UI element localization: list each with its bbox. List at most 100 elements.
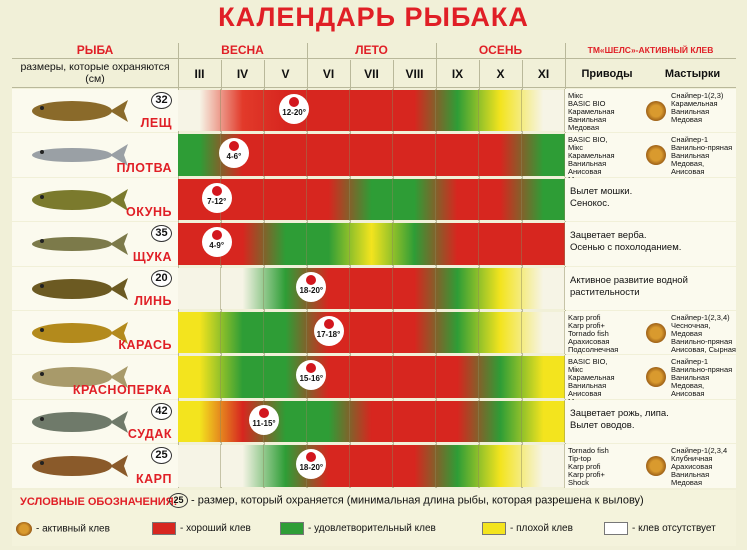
season-summer: ЛЕТО <box>355 43 388 57</box>
fish-notes: BASIC BIO, Мікс Карамельная Ванильная Ан… <box>565 133 736 184</box>
fish-info: 25 КАРП <box>12 444 178 488</box>
bite-intensity-band <box>178 178 565 221</box>
legend-poor: - плохой клев <box>482 522 573 536</box>
medal-icon <box>646 101 666 121</box>
bait-list: Tornado fish Tip-top Karp profi Karp pro… <box>568 446 609 488</box>
month-header-2: IV <box>236 67 249 81</box>
fish-notes: BASIC BIO, Мікс Карамельная Ванильная Ан… <box>565 355 736 406</box>
spawning-temperature-marker: 15-16° <box>296 360 327 391</box>
protected-size-badge: 20 <box>151 269 172 287</box>
legend-size-circle: 25 <box>169 493 188 508</box>
fish-name: СУДАК <box>127 427 172 442</box>
paste-list: Снайпер-1(2,3) Карамельная Ванильная Мед… <box>671 91 724 124</box>
fish-row: 20 ЛИНЬ 18-20° Активное развитие водной рас… <box>12 266 736 310</box>
season-note: Активное развитие водной растительности <box>570 274 688 298</box>
bite-intensity-band <box>178 223 565 265</box>
season-note: Вылет мошки. Сенокос. <box>570 185 633 209</box>
bite-intensity-band <box>178 445 565 487</box>
fish-notes: Karp profi Karp profi+ Tornado fish Арах… <box>565 311 736 362</box>
month-header-1: III <box>194 67 205 81</box>
poster-title: КАЛЕНДАРЬ РЫБАКА <box>218 2 529 32</box>
spawning-temperature-marker: 17-18° <box>313 316 344 346</box>
season-note: Зацветает рожь, липа. Вылет оводов. <box>570 407 669 431</box>
fish-info: 32 ЛЕЩ <box>12 89 178 133</box>
protected-size-badge: 32 <box>151 92 172 109</box>
fish-notes: Вылет мошки. Сенокос. <box>565 177 736 222</box>
fish-name: ЛИНЬ <box>134 293 172 308</box>
month-header-6: VIII <box>405 67 424 81</box>
fish-row: 35 ЩУКА 4-9° Зацветает верба. Осенью с похо… <box>12 222 736 266</box>
legend-active: - активный клев <box>16 522 110 536</box>
fish-info: ОКУНЬ <box>12 177 178 222</box>
bite-intensity-band <box>178 90 565 132</box>
pastes-header: Мастырки <box>664 68 721 80</box>
legend-title: УСЛОВНЫЕ ОБОЗНАЧЕНИЯ: <box>20 496 178 508</box>
month-header-9: XI <box>537 67 550 81</box>
fish-row: 42 СУДАК 11-15° Зацветает рожь, липа. Вылет… <box>12 399 736 444</box>
fish-illustration-icon <box>32 233 128 256</box>
fish-name: ЛЕЩ <box>140 116 172 131</box>
spawning-temperature-marker: 18-20° <box>296 271 327 302</box>
fish-name: КАРАСЬ <box>118 338 172 353</box>
medal-icon <box>16 522 32 536</box>
legend-size-note: 25- размер, который охраняется (минималь… <box>169 493 644 508</box>
month-header-5: VII <box>364 67 379 81</box>
fish-illustration-icon <box>32 366 128 389</box>
fish-illustration-icon <box>32 188 128 211</box>
fish-row: ОКУНЬ 7-12° Вылет мошки. Сенокос. <box>12 177 736 222</box>
medal-icon <box>646 456 666 477</box>
fish-info: 35 ЩУКА <box>12 222 178 266</box>
fish-notes: Мікс BASIC BIO Карамельная Ванильная Мед… <box>565 89 736 133</box>
spawning-temperature-marker: 4-6° <box>218 138 249 169</box>
fish-info: ПЛОТВА <box>12 133 178 177</box>
legend-swatch-white <box>604 522 628 535</box>
fish-illustration-icon <box>32 410 128 433</box>
legend-swatch-yellow <box>482 522 506 535</box>
fish-name: ЩУКА <box>132 249 172 264</box>
spawning-temperature-marker: 11-15° <box>249 404 279 435</box>
legend-none: - клев отсутствует <box>604 522 716 536</box>
fish-row: КАРАСЬ 17-18° Karp profi Karp profi+ Torna… <box>12 311 736 362</box>
fish-info: КАРАСЬ <box>12 311 178 355</box>
fish-illustration-icon <box>32 144 128 167</box>
fish-row: 32 ЛЕЩ 12-20° Мікс BASIC BIO Карамельная Ва… <box>12 89 736 133</box>
fish-illustration-icon <box>32 277 128 300</box>
bite-intensity-band <box>178 400 565 443</box>
protected-size-badge: 35 <box>151 225 172 243</box>
legend-ok: - удовлетворительный клев <box>280 522 436 536</box>
fish-row: 25 КАРП 18-20° Tornado fish Tip-top Karp pr… <box>12 444 736 488</box>
protected-size-badge: 25 <box>151 447 172 465</box>
legend-swatch-red <box>152 522 176 535</box>
paste-list: Снайпер-1 Ванильно-пряная Ванильная Медо… <box>671 357 733 399</box>
season-note: Зацветает верба. Осенью с похолоданием. <box>570 230 682 254</box>
fish-illustration-icon <box>32 322 128 344</box>
bite-intensity-band <box>178 312 565 354</box>
fish-name: КРАСНОПЕРКА <box>72 382 172 397</box>
bait-list: Мікс BASIC BIO Карамельная Ванильная Мед… <box>568 91 615 132</box>
legend-size-text: - размер, который охраняется (минимальна… <box>191 494 644 507</box>
fish-illustration-icon <box>32 455 128 478</box>
month-header-4: VI <box>322 67 335 81</box>
medal-icon <box>646 323 666 343</box>
legend-swatch-green <box>280 522 304 535</box>
fish-notes: Активное развитие водной растительности <box>565 266 736 310</box>
fish-illustration-icon <box>32 100 128 122</box>
fish-info: КРАСНОПЕРКА <box>12 355 178 399</box>
legend: УСЛОВНЫЕ ОБОЗНАЧЕНИЯ: 25- размер, которы… <box>12 490 736 546</box>
spawning-temperature-marker: 12-20° <box>279 94 310 124</box>
fish-column-header: РЫБА <box>76 43 114 57</box>
fish-row: ПЛОТВА 4-6° BASIC BIO, Мікс Карамельная Ва… <box>12 133 736 184</box>
legend-good: - хороший клев <box>152 522 251 536</box>
medal-icon <box>646 367 666 388</box>
spawning-temperature-marker: 7-12° <box>201 182 232 213</box>
bite-intensity-band <box>178 356 565 398</box>
fish-info: 20 ЛИНЬ <box>12 266 178 310</box>
fish-name: КАРП <box>136 471 172 486</box>
fish-name: ОКУНЬ <box>126 205 172 220</box>
fish-notes: Зацветает верба. Осенью с похолоданием. <box>565 222 736 266</box>
fish-name: ПЛОТВА <box>116 160 172 175</box>
fish-notes: Tornado fish Tip-top Karp profi Karp pro… <box>565 444 736 488</box>
fish-info: 42 СУДАК <box>12 399 178 444</box>
spawning-temperature-marker: 18-20° <box>296 449 327 480</box>
